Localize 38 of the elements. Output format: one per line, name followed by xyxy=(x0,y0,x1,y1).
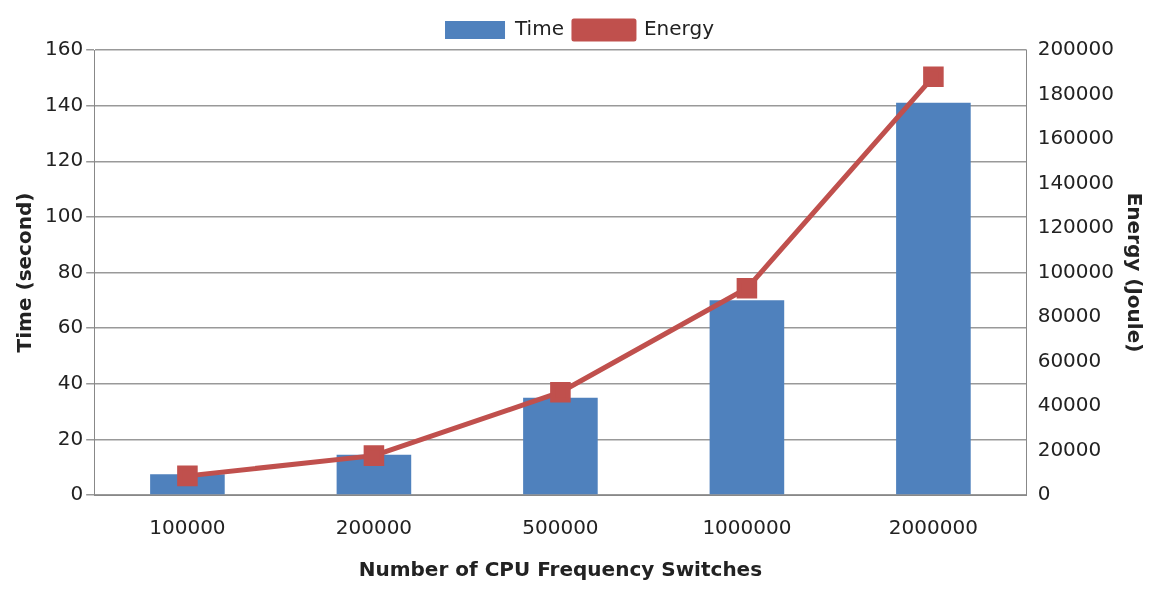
y2-tick-label: 0 xyxy=(1037,481,1051,506)
y2-tick-label: 80000 xyxy=(1037,303,1102,328)
legend-label: Time xyxy=(514,16,564,41)
point xyxy=(736,278,758,299)
y2-tick-label: 60000 xyxy=(1037,347,1102,372)
x-tick-label: 100000 xyxy=(149,515,226,540)
x-tick-label: 500000 xyxy=(522,515,599,540)
y2-tick-label: 120000 xyxy=(1037,214,1115,239)
bar xyxy=(523,397,598,495)
y-tick-label: 80 xyxy=(57,258,84,283)
y-tick-label: 20 xyxy=(57,425,84,450)
y-tick-label: 40 xyxy=(57,369,84,394)
y-tick-label: 120 xyxy=(44,147,84,172)
x-tick-label: 2000000 xyxy=(888,515,978,540)
x-tick-label: 200000 xyxy=(335,515,413,540)
point xyxy=(177,465,198,487)
x-tick-label: 1000000 xyxy=(702,515,792,540)
x-axis-title: Number of CPU Frequency Switches xyxy=(358,557,763,582)
y2-tick-label: 40000 xyxy=(1037,392,1102,417)
y2-axis-title: Energy (Joule) xyxy=(1122,192,1147,353)
y-axis-title: Time (second) xyxy=(12,192,37,353)
y2-tick-label: 200000 xyxy=(1037,36,1115,61)
y-tick-label: 60 xyxy=(57,314,84,339)
bar xyxy=(896,102,971,495)
point xyxy=(550,381,571,403)
legend-label: Energy xyxy=(643,16,715,41)
bar xyxy=(709,300,785,495)
y-tick-label: 100 xyxy=(44,203,84,228)
y2-tick-label: 100000 xyxy=(1037,258,1115,283)
y2-tick-label: 160000 xyxy=(1037,125,1115,150)
point xyxy=(363,445,385,466)
y-tick-label: 140 xyxy=(44,91,84,116)
y2-tick-label: 20000 xyxy=(1037,436,1102,461)
y-tick-label: 0 xyxy=(70,481,84,506)
y2-tick-label: 180000 xyxy=(1037,80,1115,105)
y-tick-label: 160 xyxy=(44,36,84,61)
y2-tick-label: 140000 xyxy=(1037,169,1115,194)
point xyxy=(923,66,944,87)
